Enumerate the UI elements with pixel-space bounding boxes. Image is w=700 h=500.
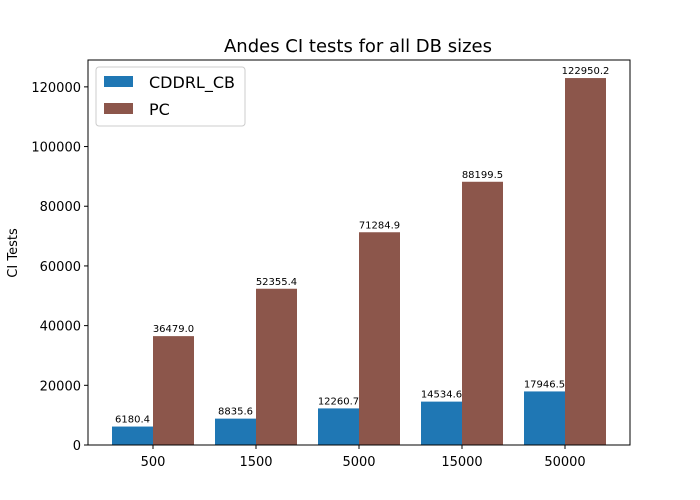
x-tick-label: 5000	[342, 455, 375, 470]
bar-pc-1500	[256, 288, 297, 445]
bar-cddrl-cb-5000	[318, 408, 359, 445]
legend-label-cddrl-cb: CDDRL_CB	[149, 73, 235, 93]
legend: CDDRL_CB PC	[95, 66, 246, 127]
x-tick-label: 500	[141, 455, 166, 470]
data-label: 14534.6	[421, 390, 462, 401]
legend-swatch-pc	[104, 103, 133, 114]
y-tick-label: 100000	[31, 141, 81, 156]
bar-cddrl-cb-500	[112, 426, 153, 445]
data-label: 52355.4	[256, 277, 297, 288]
data-label: 71284.9	[359, 220, 400, 231]
y-tick-label: 0	[73, 439, 81, 454]
bar-cddrl-cb-50000	[524, 391, 565, 445]
x-tick-label: 1500	[239, 455, 272, 470]
x-tick-label: 15000	[441, 455, 482, 470]
legend-box	[95, 66, 246, 127]
data-label: 88199.5	[462, 170, 503, 181]
chart-title: Andes CI tests for all DB sizes	[224, 36, 492, 57]
data-label: 8835.6	[218, 407, 253, 418]
bar-pc-500	[153, 336, 194, 445]
data-label: 122950.2	[562, 66, 610, 77]
plot-area: 6180.4 8835.6 12260.7 14534.6 17946.5 36479.0…	[31, 59, 631, 470]
data-label: 6180.4	[115, 415, 150, 426]
y-tick-label: 40000	[40, 320, 81, 335]
data-label: 12260.7	[318, 396, 359, 407]
y-axis-label: CI Tests	[6, 228, 21, 278]
bar-cddrl-cb-1500	[215, 418, 256, 445]
bar-cddrl-cb-15000	[421, 401, 462, 445]
y-tick-label: 80000	[40, 200, 81, 215]
y-tick-label: 60000	[40, 260, 81, 275]
legend-label-pc: PC	[149, 100, 170, 119]
data-label: 17946.5	[524, 379, 565, 390]
data-label: 36479.0	[153, 324, 194, 335]
bar-pc-15000	[462, 181, 503, 445]
bar-pc-5000	[359, 232, 400, 445]
y-tick-label: 20000	[40, 379, 81, 394]
legend-swatch-cddrl-cb	[104, 76, 133, 87]
y-tick-label: 120000	[31, 81, 81, 96]
x-tick-label: 50000	[544, 455, 585, 470]
bar-pc-50000	[565, 78, 606, 445]
